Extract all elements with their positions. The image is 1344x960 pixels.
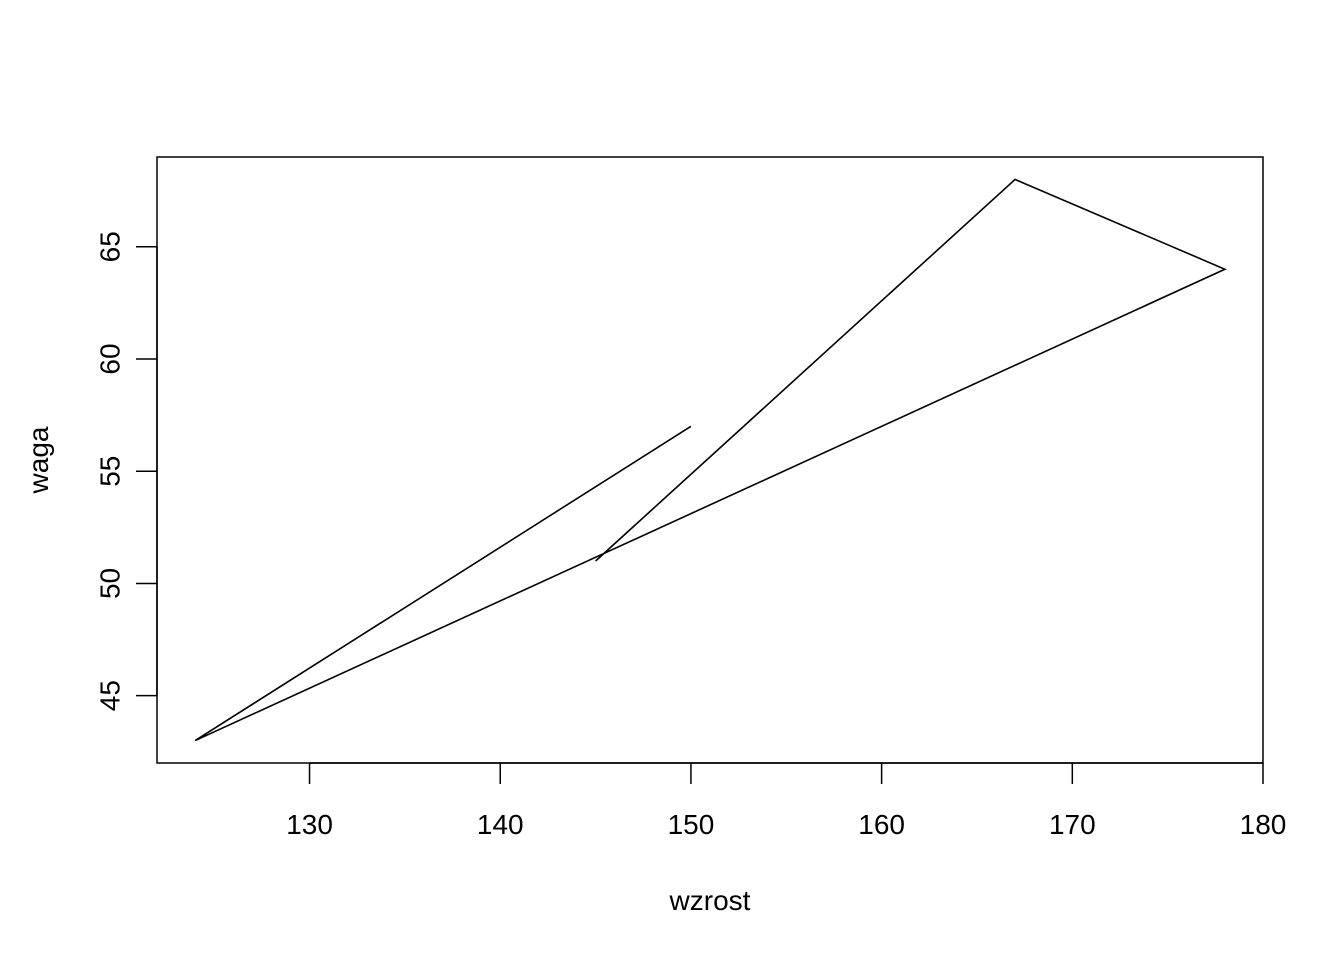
y-axis-label: waga — [23, 426, 54, 494]
x-tick-label: 180 — [1240, 809, 1287, 840]
x-tick-label: 160 — [858, 809, 905, 840]
x-tick-label: 170 — [1049, 809, 1096, 840]
x-axis-label: wzrost — [669, 885, 751, 916]
series-line — [194, 178, 1227, 742]
y-tick-label: 50 — [95, 568, 126, 599]
x-tick-label: 140 — [477, 809, 524, 840]
x-tick-label: 130 — [286, 809, 333, 840]
y-tick-label: 65 — [95, 231, 126, 262]
series-layer — [194, 178, 1227, 742]
y-tick-label: 55 — [95, 456, 126, 487]
x-tick-label: 150 — [668, 809, 715, 840]
x-axis: 130 140 150 160 170 180 — [286, 762, 1287, 840]
plot-frame — [156, 156, 1264, 764]
y-tick-label: 45 — [95, 680, 126, 711]
y-tick-label: 60 — [95, 343, 126, 374]
y-axis: 45 50 55 60 65 — [95, 231, 158, 711]
